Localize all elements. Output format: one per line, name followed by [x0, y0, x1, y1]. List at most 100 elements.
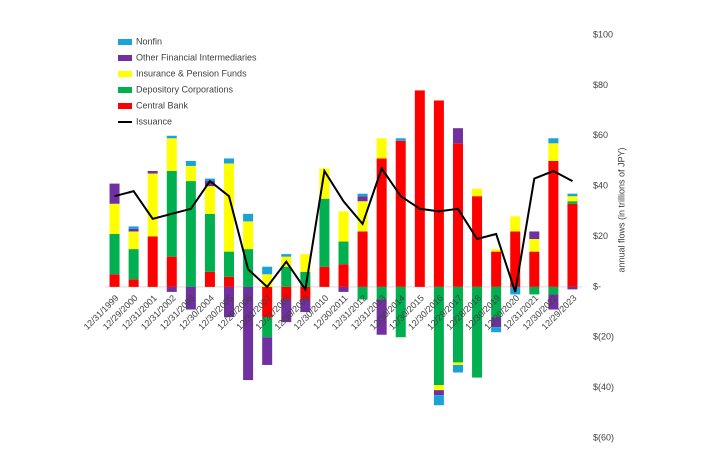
- bar-segment: [472, 196, 483, 287]
- bar-segment: [433, 286, 444, 386]
- y-tick-label: $80: [593, 80, 608, 90]
- bar-segment: [548, 286, 559, 295]
- bar-segment: [357, 201, 368, 232]
- bar-segment: [281, 286, 292, 300]
- bar-segment: [109, 183, 120, 204]
- bar-segment: [433, 390, 444, 396]
- bar-segment: [529, 286, 540, 295]
- bar-segment: [376, 158, 387, 287]
- legend-swatch: [118, 39, 132, 45]
- bar-segment: [319, 168, 330, 199]
- bar-segment: [204, 186, 215, 214]
- legend-swatch: [118, 71, 132, 77]
- y-tick-label: $(40): [593, 382, 614, 392]
- bar-segment: [224, 158, 235, 164]
- bar-segment: [433, 395, 444, 406]
- bar-segment: [319, 266, 330, 287]
- bar-segment: [319, 198, 330, 267]
- bar-segment: [109, 233, 120, 275]
- bar-segment: [185, 286, 196, 310]
- bar-segment: [338, 241, 349, 265]
- y-tick-label: $(20): [593, 332, 614, 342]
- bar-segment: [414, 90, 425, 287]
- bar-segment: [128, 228, 139, 232]
- bar-segment: [567, 203, 578, 287]
- bar-segment: [491, 317, 502, 328]
- bar-segment: [452, 286, 463, 363]
- bar-segment: [128, 249, 139, 280]
- bar-segment: [433, 100, 444, 287]
- y-tick-label: $40: [593, 181, 608, 191]
- bar-segment: [166, 286, 177, 292]
- bar-segment: [529, 251, 540, 287]
- bar-segment: [281, 266, 292, 287]
- bar-segment: [376, 138, 387, 159]
- bar-segment: [185, 181, 196, 287]
- bar-segment: [357, 231, 368, 287]
- bar-segment: [491, 251, 502, 287]
- bar-segment: [166, 138, 177, 172]
- bar-segment: [166, 256, 177, 287]
- bar-segment: [300, 286, 311, 300]
- bar-segment: [452, 143, 463, 287]
- bar-segment: [147, 173, 158, 237]
- bar-segment: [452, 128, 463, 144]
- bar-segment: [185, 160, 196, 166]
- bar-segment: [300, 271, 311, 287]
- bar-segment: [147, 171, 158, 174]
- bar-segment: [338, 211, 349, 242]
- bar-segment: [262, 274, 273, 287]
- bar-segment: [548, 143, 559, 161]
- bar-segment: [128, 279, 139, 287]
- bar-segment: [281, 254, 292, 257]
- bar-segment: [204, 181, 215, 187]
- legend-label: Other Financial Intermediaries: [136, 52, 257, 62]
- bar-segment: [262, 317, 273, 338]
- bar-segment: [510, 216, 521, 232]
- legend-label: Central Bank: [136, 100, 189, 110]
- bar-segment: [567, 193, 578, 197]
- bar-segment: [548, 294, 559, 310]
- bar-segment: [204, 213, 215, 272]
- y-axis-label: annual flows (in trillions of JPY): [616, 147, 626, 272]
- y-tick-label: $-: [593, 281, 601, 291]
- bar-segment: [262, 266, 273, 275]
- bar-segment: [567, 286, 578, 290]
- bar-segment: [338, 286, 349, 292]
- bar-segment: [128, 226, 139, 229]
- legend-swatch: [118, 55, 132, 61]
- legend-label: Insurance & Pension Funds: [136, 68, 247, 78]
- bar-segment: [567, 196, 578, 202]
- bar-segment: [224, 276, 235, 287]
- bar-segment: [548, 160, 559, 287]
- line: [114, 166, 573, 293]
- bar-segment: [376, 299, 387, 335]
- legend-swatch: [118, 103, 132, 109]
- bar-segment: [472, 188, 483, 197]
- bar-segment: [395, 140, 406, 287]
- bar-segment: [243, 221, 254, 250]
- legend-swatch: [118, 87, 132, 93]
- bar-segment: [395, 286, 406, 338]
- bar-segment: [452, 364, 463, 373]
- bar-segment: [452, 362, 463, 365]
- bar-segment: [376, 286, 387, 300]
- bar-segment: [491, 327, 502, 333]
- bar-segment: [109, 203, 120, 234]
- bar-segment: [128, 231, 139, 250]
- bar-segment: [300, 254, 311, 272]
- bar-segment: [262, 286, 273, 318]
- bar-segment: [529, 231, 540, 240]
- bar-segment: [224, 286, 235, 318]
- bar-segment: [395, 138, 406, 141]
- bar-segment: [548, 138, 559, 144]
- bar-segment: [510, 231, 521, 287]
- bar-segment: [147, 236, 158, 287]
- bar-segment: [224, 251, 235, 277]
- bar-segment: [472, 286, 483, 378]
- bar-segment: [224, 163, 235, 252]
- y-tick-label: $20: [593, 231, 608, 241]
- y-tick-label: $100: [593, 29, 613, 39]
- bar-segment: [491, 249, 502, 252]
- y-tick-label: $(60): [593, 432, 614, 442]
